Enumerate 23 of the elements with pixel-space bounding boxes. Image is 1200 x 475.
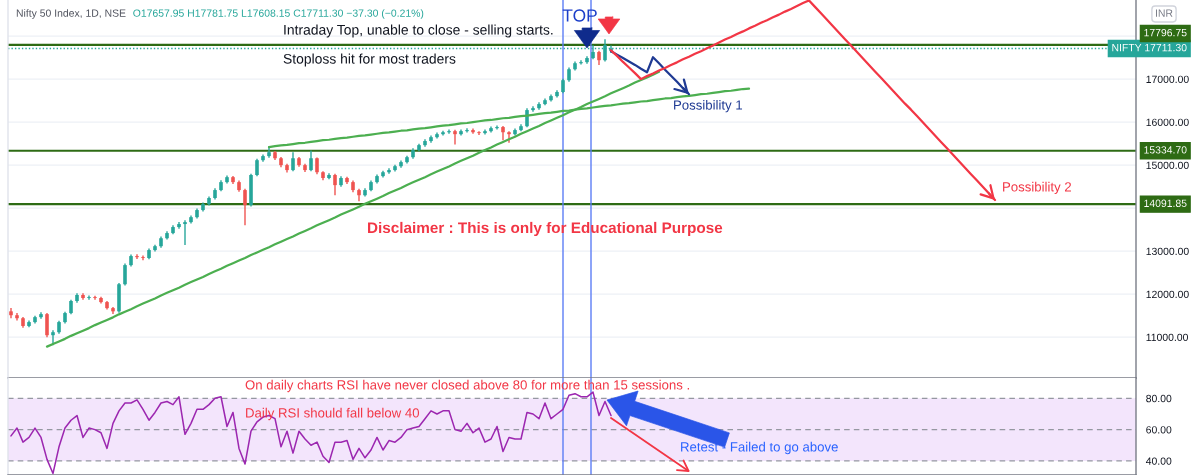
text: INR (1155, 9, 1173, 17)
annotation: TOP (562, 9, 597, 22)
y-tick-label: 40.00 (1145, 457, 1172, 465)
annotation: Stoploss hit for most traders (283, 53, 456, 67)
ref-line-label: 15334.70 (1144, 146, 1187, 154)
ref-line-label: NIFTY 17711.30 (1112, 43, 1187, 52)
y-tick-label: 17000.00 (1146, 75, 1189, 83)
legend-label: Possibility 1 (674, 100, 743, 113)
y-tick-label: 12000.00 (1146, 290, 1189, 299)
y-tick-label: 60.00 (1146, 426, 1172, 434)
annotation: Intraday Top, unable to close - selling starts. (284, 24, 553, 38)
y-tick-label: 80.00 (1146, 394, 1172, 403)
y-tick-label: 16000.00 (1146, 118, 1189, 127)
text: O17657.95 H17781.75 L17608.15 C17711.30 −37.30 (−0.21%) (133, 9, 424, 19)
y-tick-label: 11000.00 (1146, 333, 1188, 342)
ref-line-label: 14091.85 (1144, 199, 1187, 207)
y-tick-label: 15000.00 (1146, 161, 1189, 170)
y-tick-label: 13000.00 (1146, 247, 1189, 256)
ref-line-label: 17796.75 (1144, 28, 1187, 37)
annotation: Daily RSI should fall below 40 (246, 407, 420, 421)
annotation: Retest - Failed to go above (681, 441, 838, 455)
series-label: Possibility 2 (1003, 181, 1071, 195)
text: Nifty 50 Index, 1D, NSE (16, 9, 126, 19)
